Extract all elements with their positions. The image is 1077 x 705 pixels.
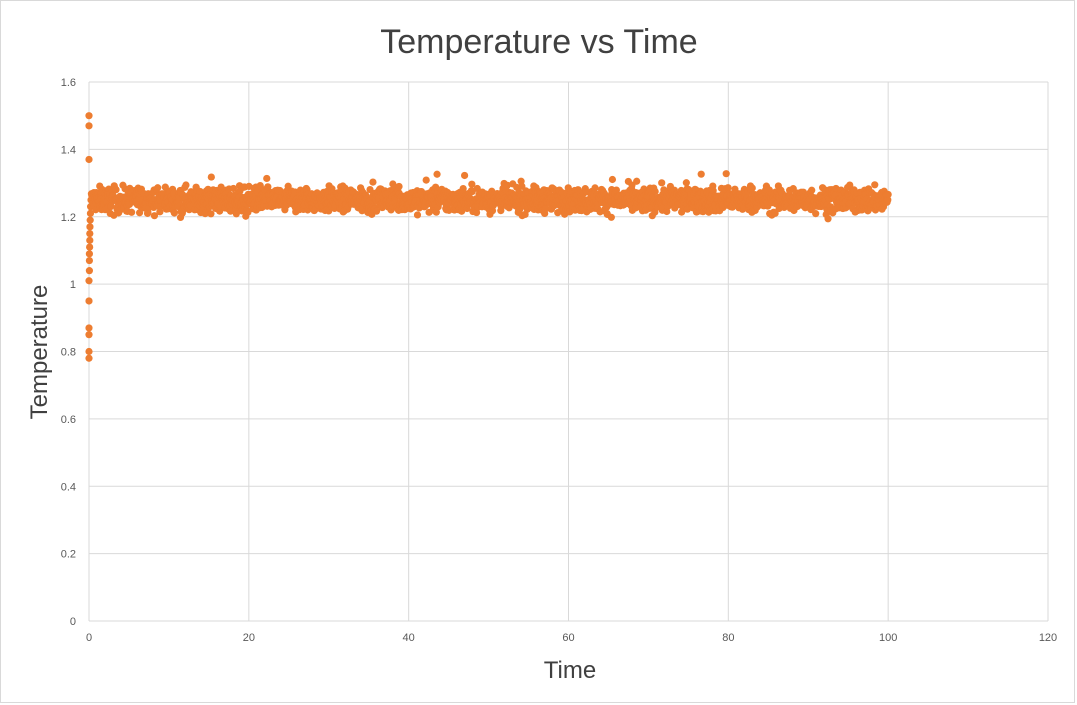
data-point [85,256,93,265]
data-point [846,181,854,189]
data-point [612,186,621,194]
gridlines [88,81,1049,622]
x-tick-label: 60 [562,632,574,644]
data-point [85,155,93,164]
data-point [85,324,93,332]
data-point [468,180,476,188]
data-point [771,209,779,217]
data-point [85,267,93,275]
data-point [422,176,430,184]
data-point [748,184,756,192]
data-point [85,250,93,258]
y-tick-label: 1.2 [61,212,76,224]
data-point [658,179,666,187]
y-tick-label: 1.6 [61,77,76,89]
data-points [85,112,892,362]
data-point [226,207,235,215]
data-point [432,183,440,191]
data-point [86,236,94,244]
data-point [884,196,892,204]
x-tick-label: 0 [86,632,92,644]
data-point [433,170,441,178]
data-point [86,243,94,251]
y-tick-label: 0 [70,616,76,628]
data-point [824,215,832,223]
data-point [232,210,240,218]
data-point [85,122,93,130]
data-point [808,186,816,194]
data-point [608,175,617,184]
data-point [229,184,238,193]
y-tick-label: 0.6 [61,414,76,426]
data-point [607,213,615,221]
data-point [207,210,215,218]
data-point [128,208,136,216]
data-point [724,184,732,192]
y-tick-label: 1 [70,279,76,291]
chart-title: Temperature vs Time [380,23,697,61]
data-point [697,170,705,178]
data-point [150,212,159,220]
data-point [207,173,215,181]
data-point [86,229,94,238]
data-point [182,181,190,189]
data-point [85,297,93,305]
data-point [244,208,252,216]
data-point [85,354,93,362]
data-point [473,184,481,193]
x-axis-title: Time [544,657,596,684]
data-point [196,187,204,196]
x-tick-label: 20 [243,632,255,644]
data-point [369,178,377,186]
y-tick-label: 1.4 [61,144,76,156]
data-point [85,277,93,285]
data-point [395,182,403,191]
data-point [413,211,422,219]
y-tick-label: 0.8 [61,347,76,359]
y-axis-title: Temperature [26,285,53,420]
data-point [503,181,511,189]
y-tick-label: 0.4 [61,481,76,493]
data-point [682,179,690,187]
data-point [85,112,93,120]
data-point [263,174,271,183]
data-point [871,181,879,189]
y-tick-label: 0.2 [61,549,76,561]
data-point [633,177,641,185]
x-tick-label: 100 [879,632,897,644]
data-point [85,331,93,339]
data-point [86,209,95,217]
data-point [264,183,272,191]
data-point [372,207,381,215]
data-point [722,170,730,178]
data-point [291,188,299,196]
data-point [460,171,469,180]
data-point [812,210,820,218]
x-tick-label: 40 [403,632,415,644]
data-point [542,204,550,213]
data-point [884,190,892,199]
data-point [86,223,94,231]
data-point [651,187,659,196]
data-point [135,209,144,217]
data-point [112,186,120,194]
data-point [154,184,162,192]
tick-labels: 0 20 40 60 80 100 120 0 0.2 0.4 0.6 0.8 1 1.2 1.4 1.6 [61,77,1057,644]
data-point [591,184,599,192]
data-point [85,347,93,356]
data-point [170,209,178,217]
data-point [86,216,94,224]
x-tick-label: 80 [722,632,734,644]
x-tick-label: 120 [1039,632,1057,644]
data-point [472,208,481,217]
